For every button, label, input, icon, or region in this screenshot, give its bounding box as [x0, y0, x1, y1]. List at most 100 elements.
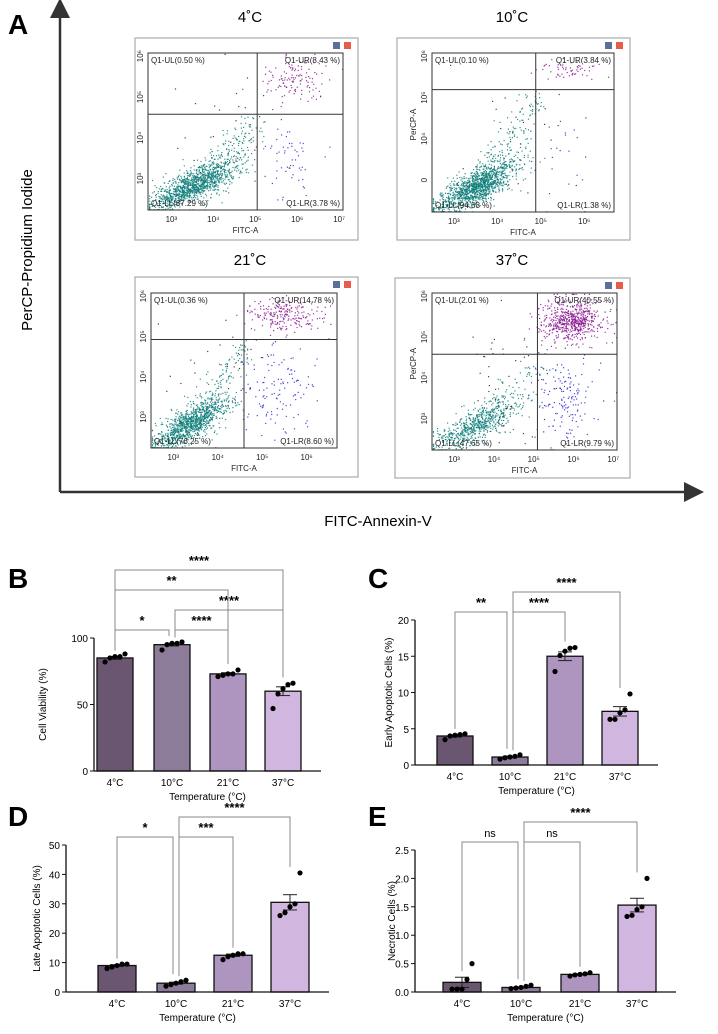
event-dot — [250, 348, 252, 350]
event-dot — [207, 397, 209, 399]
event-dot — [167, 434, 169, 437]
event-dot — [525, 146, 527, 148]
event-dot — [476, 206, 478, 208]
event-dot — [195, 409, 197, 411]
event-dot — [161, 435, 163, 437]
event-dot — [183, 425, 185, 427]
event-dot — [186, 191, 188, 193]
event-dot — [563, 61, 565, 63]
event-dot — [178, 185, 180, 187]
event-dot — [490, 177, 492, 179]
event-dot — [202, 177, 204, 179]
event-dot — [475, 175, 477, 178]
event-dot — [225, 369, 227, 371]
event-dot — [166, 197, 168, 199]
event-dot — [215, 176, 217, 178]
event-dot — [260, 308, 262, 310]
event-dot — [581, 179, 584, 181]
event-dot — [173, 444, 175, 446]
event-dot — [328, 338, 330, 340]
event-dot — [159, 197, 161, 199]
event-dot — [203, 423, 205, 425]
event-dot — [197, 434, 199, 436]
event-dot — [454, 429, 456, 431]
event-dot — [178, 411, 180, 413]
event-dot — [285, 72, 287, 74]
event-dot — [157, 205, 159, 207]
event-dot — [197, 429, 199, 431]
event-dot — [191, 427, 193, 429]
event-dot — [282, 79, 284, 82]
event-dot — [218, 422, 220, 424]
event-dot — [460, 446, 462, 448]
event-dot — [177, 413, 179, 415]
event-dot — [306, 61, 308, 64]
event-dot — [457, 197, 459, 199]
event-dot — [494, 416, 496, 419]
event-dot — [210, 171, 213, 173]
event-dot — [251, 359, 253, 361]
event-dot — [201, 175, 203, 177]
event-dot — [273, 384, 275, 386]
event-dot — [506, 167, 508, 169]
event-dot — [521, 415, 523, 417]
event-dot — [484, 172, 486, 174]
event-dot — [492, 409, 494, 412]
event-dot — [193, 179, 195, 181]
event-dot — [501, 164, 503, 166]
event-dot — [565, 67, 567, 69]
event-dot — [291, 159, 293, 161]
event-dot — [258, 303, 260, 305]
event-dot — [448, 198, 450, 200]
event-dot — [199, 419, 201, 421]
event-dot — [174, 179, 176, 181]
event-dot — [504, 164, 506, 166]
event-dot — [161, 431, 163, 433]
event-dot — [214, 185, 217, 187]
event-dot — [467, 187, 469, 189]
event-dot — [196, 194, 198, 196]
event-dot — [208, 391, 211, 393]
event-dot — [224, 53, 226, 55]
event-dot — [201, 187, 203, 189]
event-dot — [283, 359, 285, 361]
event-dot — [277, 378, 279, 380]
event-dot — [460, 431, 462, 433]
event-dot — [544, 64, 546, 66]
event-dot — [450, 64, 452, 66]
event-dot — [160, 200, 162, 203]
event-dot — [515, 405, 517, 407]
event-dot — [480, 430, 482, 432]
event-dot — [475, 201, 477, 203]
event-dot — [172, 424, 174, 426]
event-dot — [223, 170, 225, 172]
event-dot — [203, 187, 205, 189]
event-dot — [454, 194, 456, 196]
event-dot — [323, 321, 325, 323]
event-dot — [473, 199, 475, 201]
event-dot — [190, 435, 192, 437]
event-dot — [573, 73, 576, 75]
event-dot — [321, 310, 323, 313]
event-dot — [528, 374, 530, 376]
event-dot — [255, 127, 257, 129]
event-dot — [168, 191, 171, 193]
event-dot — [183, 423, 185, 425]
event-dot — [181, 419, 183, 421]
event-dot — [171, 438, 173, 440]
event-dot — [234, 401, 236, 403]
event-dot — [481, 186, 483, 188]
event-dot — [215, 189, 217, 191]
event-dot — [205, 193, 207, 195]
event-dot — [301, 75, 303, 77]
event-dot — [572, 72, 574, 74]
event-dot — [478, 427, 481, 429]
event-dot — [479, 187, 481, 189]
event-dot — [296, 308, 298, 310]
event-dot — [469, 191, 472, 193]
event-dot — [510, 121, 512, 123]
event-dot — [216, 409, 218, 411]
event-dot — [205, 410, 208, 412]
event-dot — [196, 159, 199, 161]
event-dot — [194, 426, 197, 428]
